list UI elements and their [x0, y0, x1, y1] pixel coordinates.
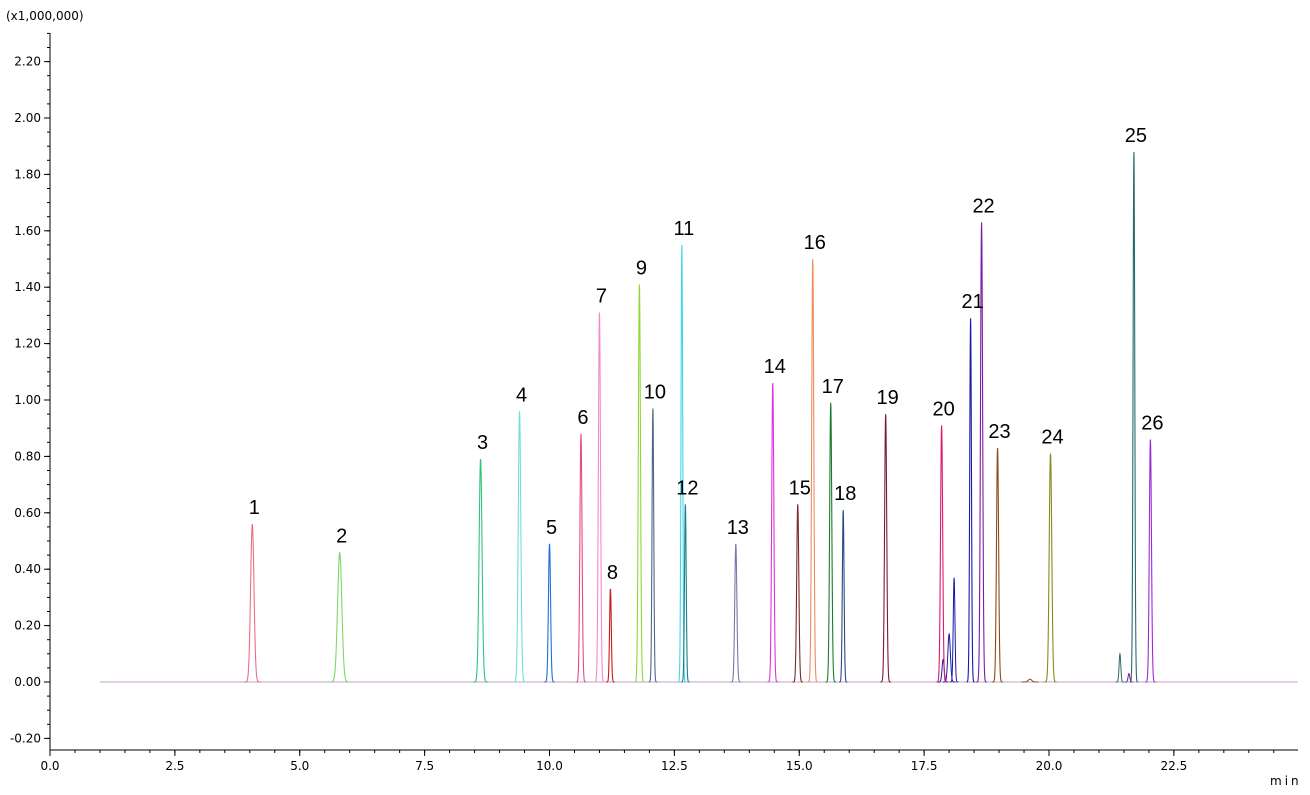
peak-label: 2 — [336, 525, 347, 547]
peak-label: 4 — [516, 384, 527, 406]
y-unit-label: (x1,000,000) — [6, 9, 84, 23]
peak-trace — [792, 504, 804, 683]
peak-label: 8 — [607, 562, 618, 584]
peak-trace — [730, 543, 742, 683]
peak-trace — [966, 318, 975, 683]
y-tick-label: 0.60 — [14, 506, 41, 520]
x-tick-label: 0.0 — [40, 759, 59, 773]
peak-label: 22 — [972, 195, 994, 217]
peak-label: 6 — [577, 407, 588, 429]
y-tick-label: 2.20 — [14, 55, 41, 69]
x-tick-label: 20.0 — [1036, 759, 1063, 773]
minor-peak-trace — [949, 577, 959, 683]
y-tick-label: 0.40 — [14, 562, 41, 576]
peak-label: 26 — [1141, 412, 1163, 434]
peak-trace — [544, 543, 555, 683]
peak-label: 15 — [789, 477, 811, 499]
peak-trace — [767, 383, 779, 683]
peak-trace — [634, 284, 645, 683]
peak-trace — [473, 459, 488, 683]
peak-trace — [1044, 453, 1057, 683]
peak-trace — [976, 222, 987, 683]
y-tick-label: 1.40 — [14, 280, 41, 294]
peak-label: 20 — [932, 398, 954, 420]
peak-trace — [936, 425, 947, 683]
x-tick-label: 5.0 — [290, 759, 309, 773]
peak-trace — [681, 504, 690, 683]
peak-trace — [329, 552, 351, 683]
x-tick-label: 17.5 — [911, 759, 938, 773]
peak-label: 14 — [764, 356, 786, 378]
peak-trace — [992, 447, 1003, 683]
peak-trace — [838, 509, 848, 683]
x-axis-label: min — [1270, 774, 1302, 788]
peak-label: 1 — [249, 497, 260, 519]
peak-label: 18 — [834, 483, 856, 505]
peak-label: 13 — [727, 517, 749, 539]
peak-label: 11 — [673, 218, 694, 240]
peak-label: 16 — [804, 232, 826, 254]
x-tick-label: 12.5 — [661, 759, 688, 773]
peak-label: 5 — [546, 517, 557, 539]
peak-label: 21 — [961, 291, 983, 313]
traces — [99, 151, 1298, 683]
peak-label: 3 — [477, 432, 488, 454]
peak-label: 10 — [644, 381, 666, 403]
y-tick-label: 1.80 — [14, 167, 41, 181]
y-tick-label: 1.60 — [14, 224, 41, 238]
y-tick-label: 1.20 — [14, 337, 41, 351]
y-tick-label: 2.00 — [14, 111, 41, 125]
peak-trace — [648, 408, 658, 683]
peak-trace — [575, 433, 587, 683]
peak-trace — [807, 258, 819, 683]
x-tick-label: 7.5 — [415, 759, 434, 773]
peak-label: 7 — [596, 286, 607, 308]
y-tick-label: 0.20 — [14, 619, 41, 633]
x-tick-label: 10.0 — [536, 759, 563, 773]
y-tick-label: 0.80 — [14, 449, 41, 463]
peak-trace — [880, 414, 891, 683]
minor-peak-trace — [942, 632, 956, 683]
minor-peak-trace — [1021, 678, 1039, 683]
x-tick-label: 2.5 — [165, 759, 184, 773]
minor-peak-trace — [1115, 652, 1125, 683]
peak-trace — [1145, 439, 1156, 683]
peak-trace — [513, 411, 526, 683]
x-tick-label: 15.0 — [786, 759, 813, 773]
peak-label: 17 — [822, 376, 844, 398]
peak-trace — [243, 524, 261, 683]
peak-label: 24 — [1041, 427, 1063, 449]
peak-label: 25 — [1125, 125, 1147, 147]
y-tick-label: -0.20 — [10, 731, 41, 745]
y-tick-label: 0.00 — [14, 675, 41, 689]
peak-trace — [606, 588, 615, 683]
minor-peak-trace — [1124, 672, 1134, 683]
peak-label: 19 — [877, 387, 899, 409]
peak-label: 23 — [988, 421, 1010, 443]
peak-label: 12 — [676, 477, 698, 499]
peak-label: 9 — [636, 257, 647, 279]
y-tick-label: 1.00 — [14, 393, 41, 407]
peak-trace — [1129, 151, 1139, 683]
peak-trace — [594, 312, 605, 683]
axes: -0.20 0.00 0.20 0.40 0.60 0.80 1.00 1.20 1.40 1.6… — [10, 32, 1298, 773]
peak-trace — [677, 244, 687, 683]
x-tick-label: 22.5 — [1161, 759, 1188, 773]
peak-trace — [825, 402, 837, 683]
